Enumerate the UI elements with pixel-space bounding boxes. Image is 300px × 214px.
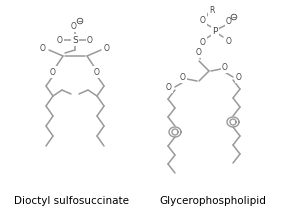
Text: O: O [226,16,232,25]
Text: O: O [40,43,46,52]
Text: O: O [87,36,93,45]
Text: O: O [196,48,202,56]
Text: −: − [78,18,82,24]
Text: O: O [236,73,242,82]
Text: O: O [200,15,206,24]
Text: S: S [72,36,78,45]
Text: Glycerophospholipid: Glycerophospholipid [160,196,266,206]
Text: Dioctyl sulfosuccinate: Dioctyl sulfosuccinate [14,196,130,206]
Text: O: O [71,21,77,31]
Text: O: O [57,36,63,45]
Text: O: O [166,83,172,92]
Text: O: O [226,37,232,46]
Text: O: O [94,67,100,76]
Text: −: − [232,15,236,19]
Text: O: O [50,67,56,76]
Text: P: P [212,27,218,36]
Text: O: O [200,37,206,46]
Text: O: O [104,43,110,52]
Text: O: O [180,73,186,82]
Text: R: R [209,6,215,15]
Text: O: O [222,62,228,71]
